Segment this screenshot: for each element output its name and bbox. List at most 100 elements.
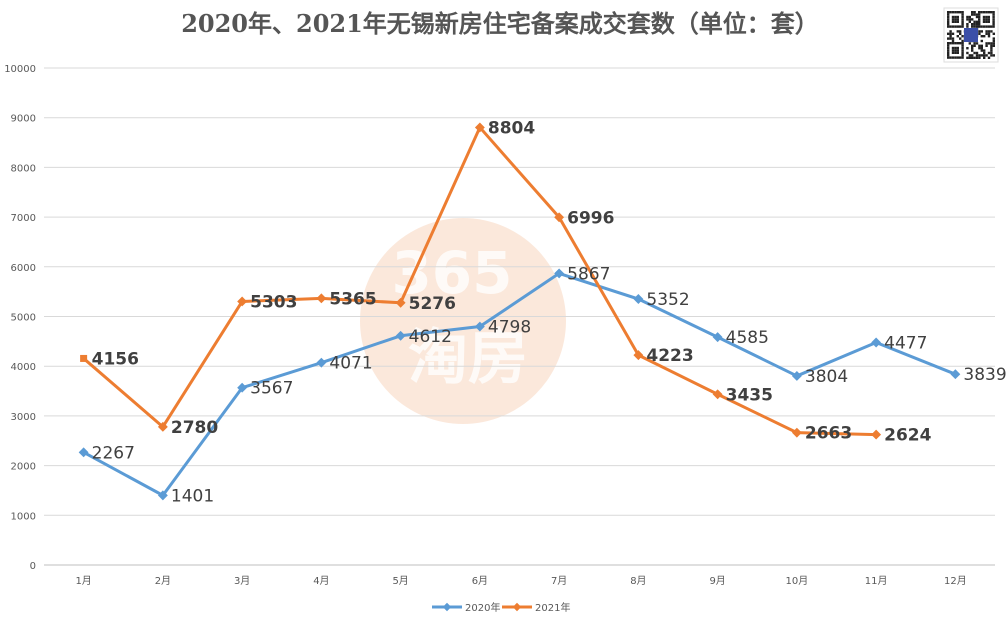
qr-module	[983, 56, 986, 59]
qr-module	[987, 25, 990, 28]
qr-module	[987, 42, 991, 45]
qr-module	[975, 51, 979, 55]
qr-module	[983, 49, 986, 52]
qr-module	[992, 20, 995, 23]
y-axis: 0 1000 2000 3000 4000 5000 6000 7000 8000 9000 100…	[4, 64, 36, 572]
data-point-2020	[712, 332, 723, 343]
qr-module	[990, 49, 993, 52]
x-tick-label: 9月	[709, 575, 725, 587]
data-label-2021: 4223	[646, 346, 693, 366]
qr-module	[975, 25, 979, 28]
qr-module	[992, 18, 995, 21]
qr-module	[947, 32, 950, 35]
series-layer	[78, 122, 961, 501]
y-tick-label: 9000	[11, 114, 36, 125]
x-tick-label: 5月	[392, 575, 408, 587]
qr-module	[961, 11, 964, 14]
qr-module	[961, 13, 964, 16]
qr-module	[956, 30, 959, 33]
qr-module	[975, 20, 979, 23]
qr-module	[973, 13, 976, 16]
qr-module	[992, 42, 995, 45]
data-label-2021: 2780	[171, 418, 218, 438]
qr-module	[980, 44, 983, 47]
data-point-2021	[157, 421, 168, 432]
qr-module	[961, 54, 964, 57]
qr-module	[949, 37, 952, 40]
qr-module	[954, 42, 957, 45]
series-line-2020	[82, 271, 956, 497]
qr-module	[947, 25, 950, 28]
qr-module	[947, 51, 950, 54]
qr-module	[990, 11, 993, 14]
qr-module	[992, 32, 995, 35]
qr-module	[980, 35, 983, 38]
qr-module	[947, 46, 950, 50]
y-tick-label: 5000	[11, 313, 36, 324]
qr-module	[973, 44, 976, 47]
qr-module	[951, 20, 955, 23]
qr-module	[978, 44, 981, 47]
qr-module	[982, 25, 986, 28]
qr-module	[951, 51, 955, 54]
gridlines	[44, 67, 995, 566]
svg-text:365: 365	[391, 239, 512, 307]
qr-module	[951, 42, 955, 45]
qr-module	[961, 35, 964, 38]
data-label-2021: 2624	[884, 426, 931, 446]
qr-module	[978, 25, 981, 28]
qr-module	[987, 30, 991, 33]
qr-module	[956, 35, 959, 38]
qr-module	[992, 44, 995, 47]
qr-module	[982, 20, 986, 23]
qr-module	[973, 11, 976, 14]
qr-module	[956, 25, 959, 28]
qr-module	[956, 46, 959, 50]
qr-module	[987, 56, 991, 59]
qr-module	[961, 51, 964, 54]
data-label-2021: 3435	[726, 385, 773, 405]
qr-module	[971, 54, 974, 57]
data-label-2021: 5303	[250, 292, 297, 312]
data-label-2020: 4071	[329, 354, 372, 374]
data-point-2021	[237, 296, 248, 307]
qr-module	[971, 13, 974, 16]
data-label-2020: 4477	[884, 333, 927, 353]
qr-module	[959, 37, 962, 40]
qr-module	[980, 47, 983, 50]
qr-module	[978, 20, 981, 23]
qr-module	[956, 51, 959, 54]
qr-module	[968, 42, 971, 45]
qr-module	[966, 56, 969, 59]
y-tick-label: 0	[30, 561, 36, 572]
qr-module	[966, 47, 969, 50]
qr-module	[951, 46, 955, 50]
data-label-2020: 4798	[488, 318, 531, 338]
qr-module	[978, 30, 981, 33]
qr-module	[947, 11, 950, 14]
qr-module	[959, 42, 962, 45]
x-tick-label: 4月	[313, 575, 329, 587]
qr-module	[975, 56, 979, 59]
y-tick-label: 6000	[11, 263, 36, 274]
data-label-2020: 2267	[92, 443, 135, 463]
data-point-2021	[395, 297, 406, 308]
qr-module	[975, 13, 979, 16]
data-point-2020	[871, 337, 882, 348]
x-tick-label: 1月	[75, 575, 91, 587]
qr-module	[947, 42, 950, 45]
qr-module	[947, 44, 950, 47]
y-tick-label: 10000	[4, 64, 36, 75]
data-point-2021	[712, 389, 723, 400]
data-label-2021: 5276	[409, 294, 456, 314]
qr-module	[973, 20, 976, 23]
qr-module	[954, 51, 957, 54]
qr-module	[951, 56, 955, 59]
qr-module	[978, 23, 981, 26]
y-tick-label: 7000	[11, 213, 36, 224]
qr-module	[973, 23, 976, 26]
qr-module	[954, 49, 957, 52]
qr-module	[978, 56, 981, 59]
qr-module	[971, 47, 974, 50]
